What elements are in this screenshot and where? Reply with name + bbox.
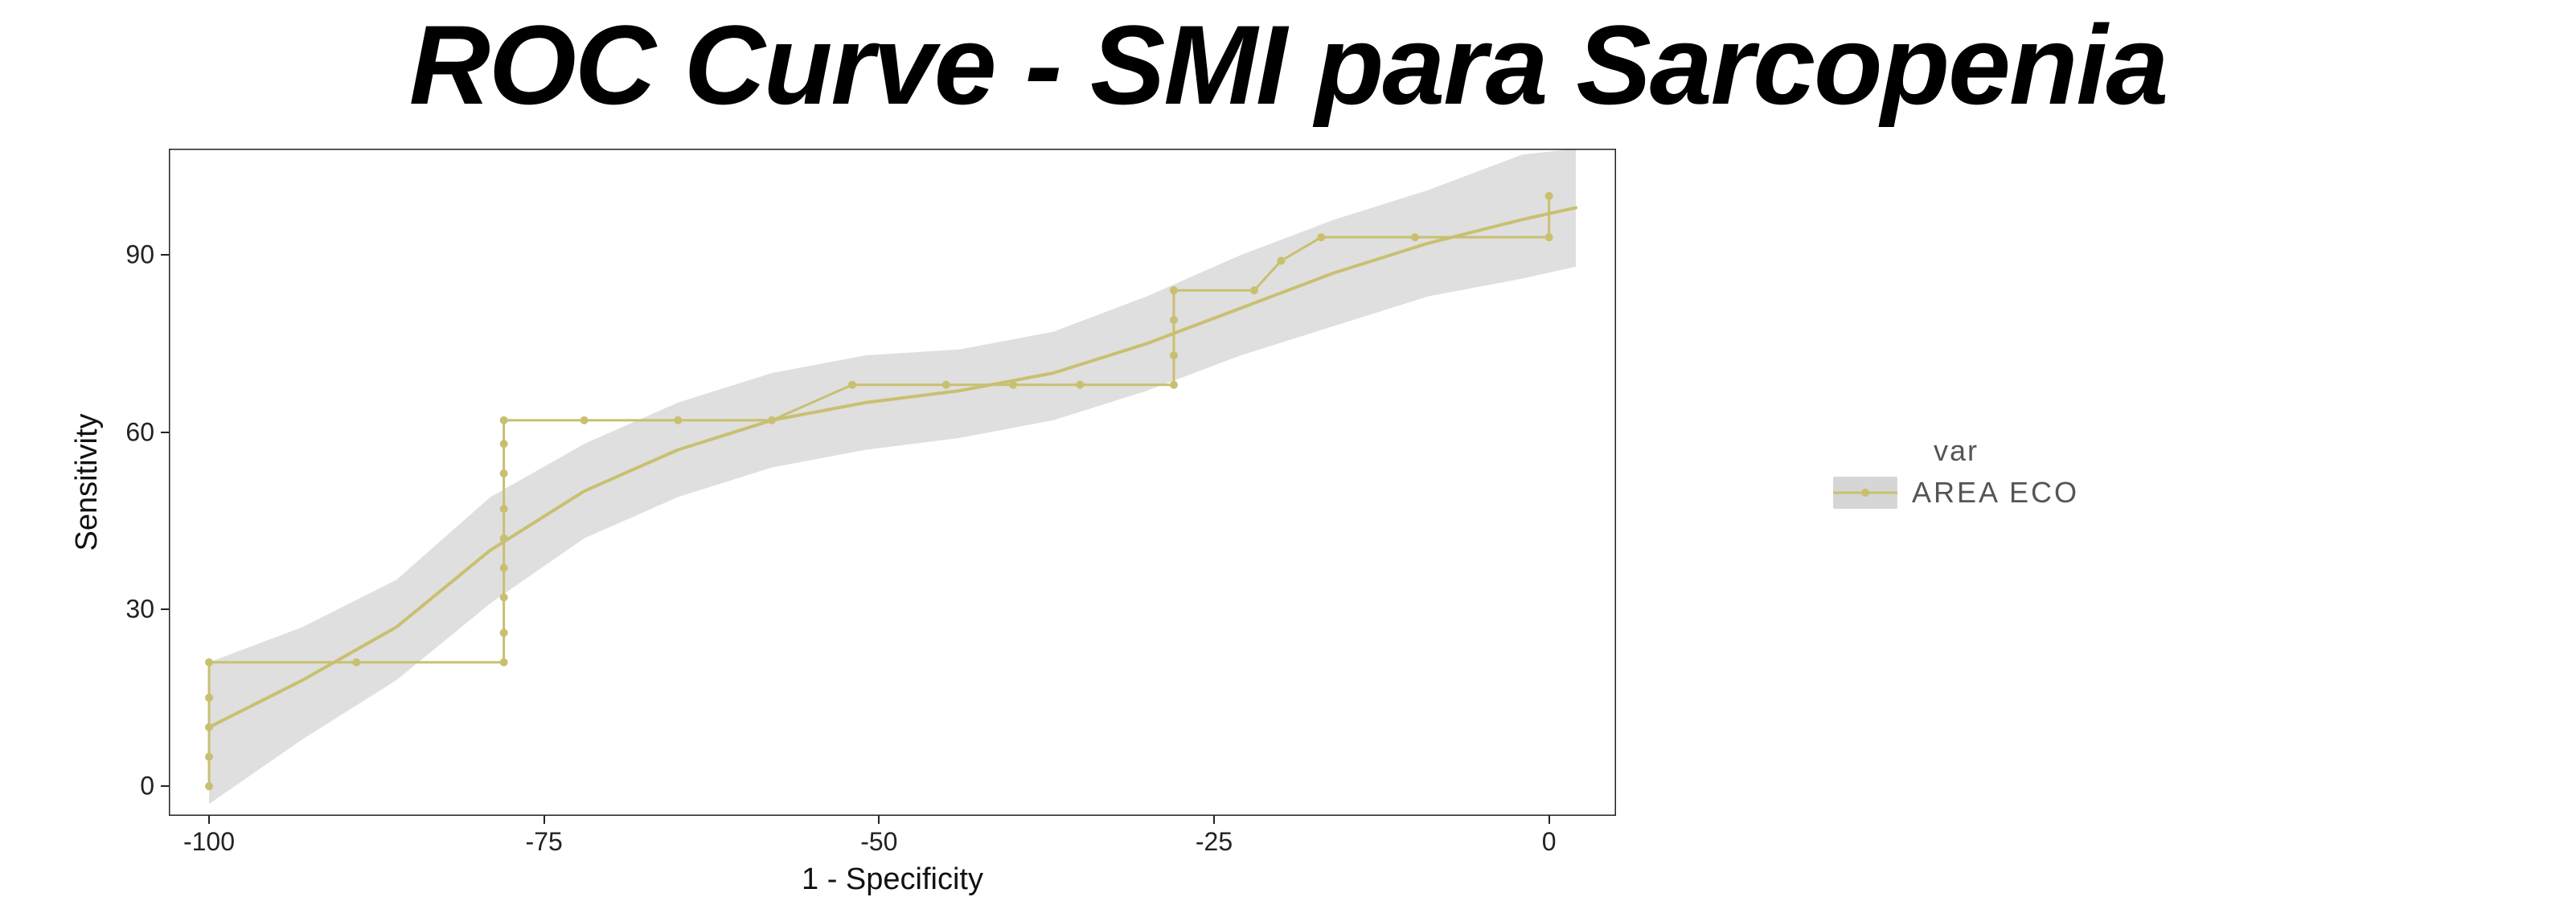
chart-svg — [169, 149, 1616, 816]
tick-label: 0 — [140, 772, 154, 801]
tick-mark — [1548, 816, 1550, 824]
roc-point — [500, 469, 508, 477]
roc-point — [942, 381, 950, 389]
tick-mark — [544, 816, 545, 824]
roc-point — [1170, 286, 1178, 294]
roc-point — [580, 416, 589, 424]
roc-point — [500, 629, 508, 637]
roc-point — [1076, 381, 1084, 389]
roc-point — [1411, 233, 1419, 241]
roc-point — [500, 658, 508, 666]
tick-label: -50 — [860, 827, 897, 857]
tick-mark — [1213, 816, 1215, 824]
y-axis-label: Sensitivity — [70, 413, 105, 551]
tick-mark — [161, 785, 169, 787]
legend-title: var — [1833, 434, 2079, 468]
tick-mark — [208, 816, 210, 824]
roc-point — [1277, 257, 1285, 265]
roc-point — [500, 440, 508, 448]
tick-mark — [878, 816, 880, 824]
tick-mark — [161, 254, 169, 256]
legend: var AREA ECO — [1833, 434, 2079, 510]
roc-chart — [169, 149, 1616, 816]
roc-point — [352, 658, 360, 666]
roc-point — [1317, 233, 1325, 241]
tick-mark — [161, 432, 169, 433]
roc-point — [1545, 192, 1553, 200]
tick-label: -100 — [183, 827, 235, 857]
tick-label: 90 — [125, 240, 154, 270]
roc-point — [205, 782, 213, 790]
roc-point — [1250, 286, 1258, 294]
x-axis-label: 1 - Specificity — [169, 862, 1616, 897]
roc-point — [1170, 316, 1178, 324]
roc-point — [848, 381, 856, 389]
tick-mark — [161, 608, 169, 610]
roc-point — [205, 658, 213, 666]
legend-swatch — [1833, 477, 1897, 509]
legend-item: AREA ECO — [1833, 476, 2079, 510]
tick-label: -75 — [526, 827, 563, 857]
legend-item-label: AREA ECO — [1912, 476, 2079, 510]
roc-point — [1170, 381, 1178, 389]
roc-point — [674, 416, 682, 424]
roc-point — [1170, 351, 1178, 359]
roc-point — [205, 694, 213, 702]
tick-label: -25 — [1196, 827, 1233, 857]
tick-label: 30 — [125, 594, 154, 624]
page-title: ROC Curve - SMI para Sarcopenia — [0, 0, 2576, 130]
tick-label: 60 — [125, 417, 154, 447]
legend-swatch-dot — [1861, 489, 1869, 497]
confidence-ribbon — [209, 149, 1576, 804]
roc-point — [500, 564, 508, 572]
roc-point — [205, 753, 213, 761]
tick-label: 0 — [1542, 827, 1557, 857]
roc-point — [500, 416, 508, 424]
roc-point — [500, 505, 508, 513]
roc-point — [500, 593, 508, 601]
roc-point — [1545, 233, 1553, 241]
